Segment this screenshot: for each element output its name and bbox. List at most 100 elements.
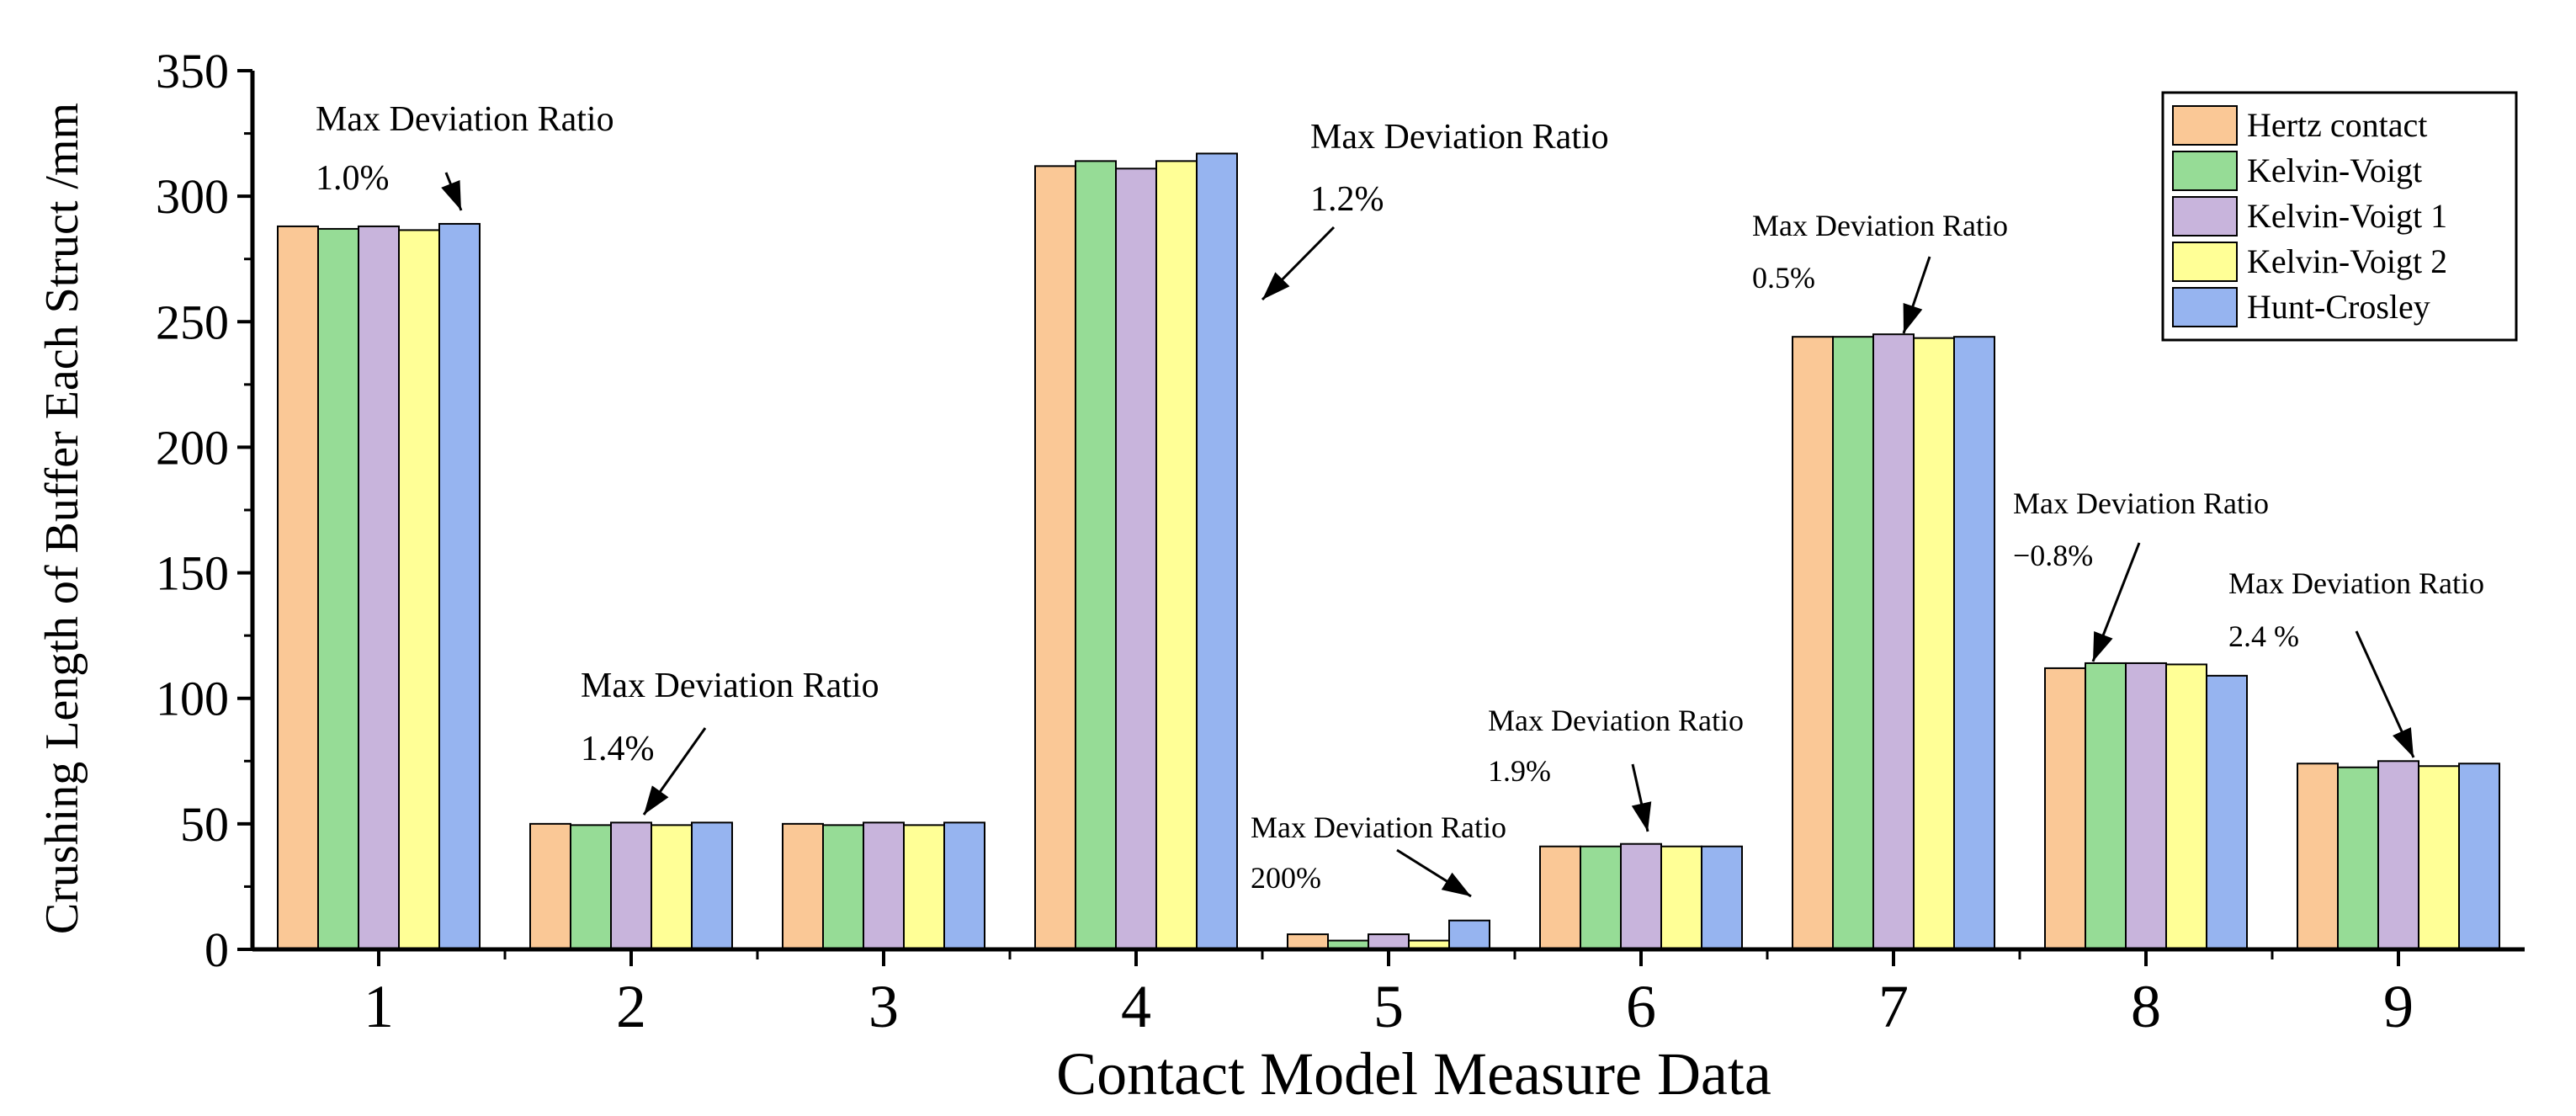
legend-label: Hertz contact (2247, 106, 2427, 144)
legend-swatch (2172, 242, 2238, 282)
annotation-arrowhead (441, 179, 461, 210)
y-ticks: 0 50 100 150 200 250 300 350 (156, 44, 252, 977)
annotation-title: Max Deviation Ratio (1251, 810, 1506, 844)
bar-kelvin-voigt-2-7 (1913, 337, 1955, 951)
bar-kelvin-voigt-1-1 (358, 225, 400, 950)
annotation-title: Max Deviation Ratio (316, 100, 614, 139)
bar-kelvin-voigt-1-4 (1115, 167, 1157, 950)
bar-kelvin-voigt-7 (1832, 336, 1874, 950)
bar-hertz-contact-8 (2044, 667, 2086, 950)
y-tick-label: 350 (156, 44, 229, 98)
legend-swatch (2172, 287, 2238, 327)
bar-kelvin-voigt-1-2 (610, 821, 652, 951)
bar-hertz-contact-5 (1287, 933, 1329, 951)
x-axis-label: Contact Model Measure Data (1056, 1040, 1771, 1108)
y-tick-label: 150 (156, 546, 229, 601)
annotation-arrowhead (1441, 872, 1471, 896)
bar-kelvin-voigt-2-6 (1660, 845, 1702, 951)
annotation-arrowhead (1262, 272, 1290, 300)
bar-kelvin-voigt-1-9 (2377, 760, 2419, 950)
annotation-title: Max Deviation Ratio (2013, 486, 2269, 520)
bar-hunt-crosley-5 (1448, 919, 1490, 950)
bar-kelvin-voigt-9 (2337, 766, 2379, 950)
annotation-value: 2.4 % (2228, 619, 2299, 653)
bar-hertz-contact-3 (782, 822, 824, 950)
annotation-value: −0.8% (2013, 539, 2093, 572)
bar-hunt-crosley-7 (1953, 336, 1995, 950)
bar-kelvin-voigt-1-3 (863, 821, 905, 951)
y-axis-label: Crushing Length of Buffer Each Struct /m… (36, 103, 88, 934)
x-tick-label: 7 (1878, 973, 1909, 1040)
bar-kelvin-voigt-2-8 (2165, 663, 2207, 951)
bar-hertz-contact-6 (1539, 845, 1581, 951)
x-tick-label: 3 (868, 973, 899, 1040)
bar-hunt-crosley-6 (1701, 845, 1743, 951)
x-tick-label: 1 (364, 973, 394, 1040)
bar-kelvin-voigt-1 (317, 227, 359, 951)
legend-swatch (2172, 105, 2238, 146)
bar-kelvin-voigt-1-7 (1872, 333, 1915, 950)
bar-kelvin-voigt-2-2 (651, 824, 693, 950)
x-tick-label: 6 (1626, 973, 1656, 1040)
x-tick-label: 5 (1373, 973, 1404, 1040)
bar-kelvin-voigt-2 (570, 824, 612, 950)
x-tick-label: 8 (2131, 973, 2161, 1040)
bar-kelvin-voigt-2-1 (398, 229, 440, 950)
y-tick-label: 250 (156, 295, 229, 349)
annotation-title: Max Deviation Ratio (2228, 566, 2484, 600)
y-tick-label: 300 (156, 169, 229, 224)
annotation-value: 1.9% (1488, 754, 1551, 788)
bar-hunt-crosley-9 (2458, 763, 2500, 950)
bar-kelvin-voigt-3 (822, 824, 864, 950)
bar-kelvin-voigt-1-8 (2125, 662, 2167, 950)
annotation-arrowhead (644, 785, 669, 815)
bar-kelvin-voigt-2-4 (1155, 160, 1198, 950)
bar-kelvin-voigt-1-6 (1620, 842, 1662, 950)
annotations: Max Deviation Ratio 1.0% Max Deviation Rat… (316, 100, 2484, 898)
annotation-value: 200% (1251, 861, 1321, 895)
legend-label: Kelvin-Voigt 1 (2247, 197, 2447, 235)
y-tick-label: 0 (204, 922, 229, 977)
legend: Hertz contact Kelvin-Voigt Kelvin-Voigt 1 K… (2161, 91, 2518, 342)
bar-hunt-crosley-2 (691, 821, 733, 951)
bar-hunt-crosley-3 (943, 821, 985, 951)
bar-hunt-crosley-8 (2206, 674, 2248, 951)
x-tick-label: 4 (1121, 973, 1151, 1040)
annotation-arrowhead (2393, 727, 2414, 757)
legend-swatch (2172, 196, 2238, 236)
x-tick-label: 2 (616, 973, 646, 1040)
bar-hertz-contact-9 (2297, 763, 2339, 950)
annotation-value: 1.0% (316, 159, 390, 198)
annotation-title: Max Deviation Ratio (581, 667, 879, 705)
bar-hunt-crosley-4 (1196, 152, 1238, 951)
annotation-arrowhead (2093, 630, 2113, 662)
y-tick-label: 200 (156, 420, 229, 475)
bar-kelvin-voigt-4 (1075, 160, 1117, 950)
x-tick-label: 9 (2383, 973, 2414, 1040)
annotation-title: Max Deviation Ratio (1488, 704, 1744, 737)
bar-kelvin-voigt-2-3 (903, 824, 945, 950)
annotation-title: Max Deviation Ratio (1752, 209, 2008, 242)
bar-hertz-contact-1 (277, 225, 319, 950)
annotation-value: 1.4% (581, 730, 655, 768)
bar-hertz-contact-4 (1034, 165, 1076, 950)
x-ticks: 1 2 3 4 5 6 7 8 9 (364, 949, 2414, 1040)
bar-hunt-crosley-1 (438, 222, 481, 950)
bar-hertz-contact-2 (529, 822, 571, 950)
bar-kelvin-voigt-2-9 (2418, 765, 2460, 950)
plot-area: 0 50 100 150 200 250 300 350 1 2 3 4 5 6 7 8 9 (156, 44, 2525, 1040)
legend-label: Hunt-Crosley (2247, 288, 2430, 326)
bar-kelvin-voigt-8 (2085, 662, 2127, 950)
legend-label: Kelvin-Voigt 2 (2247, 242, 2447, 280)
annotation-value: 1.2% (1310, 180, 1384, 219)
y-tick-label: 100 (156, 672, 229, 726)
legend-swatch (2172, 151, 2238, 191)
legend-label: Kelvin-Voigt (2247, 151, 2422, 189)
annotation-value: 0.5% (1752, 261, 1815, 295)
bar-kelvin-voigt-6 (1580, 845, 1622, 951)
bar-hertz-contact-7 (1792, 336, 1834, 950)
bar-kelvin-voigt-1-5 (1368, 933, 1410, 951)
annotation-arrowhead (1631, 801, 1652, 832)
annotation-title: Max Deviation Ratio (1310, 118, 1609, 157)
